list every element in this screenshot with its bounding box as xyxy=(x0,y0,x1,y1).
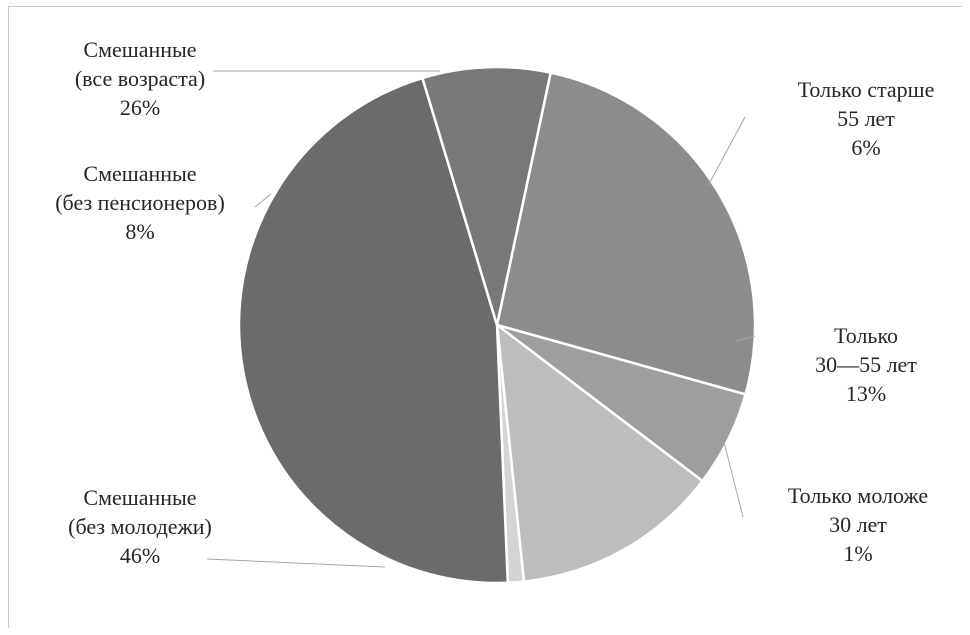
slice-percent-label: 6% xyxy=(851,135,880,160)
slice-percent-label: 13% xyxy=(846,381,886,406)
slice-category-label-line: Смешанные xyxy=(83,485,196,510)
slice-category-label-line: (все возраста) xyxy=(75,66,205,91)
leader-line-5 xyxy=(206,558,386,568)
pie-slice-1 xyxy=(495,71,757,396)
leader-lines-layer xyxy=(206,70,756,568)
slice-category-label-line: Только моложе xyxy=(788,483,928,508)
pie-slice-6 xyxy=(421,65,552,327)
slice-percent-label: 26% xyxy=(120,95,160,120)
leader-line-4 xyxy=(723,441,744,518)
slice-label-6: Смешанные (без пенсионеров) 8% xyxy=(55,161,225,244)
slice-category-label-line: Только xyxy=(834,323,898,348)
leader-line-6 xyxy=(254,193,272,208)
labels-layer: Смешанные (все возраста) 26% Только старше 5… xyxy=(55,37,934,568)
slice-label-4: Только моложе 30 лет 1% xyxy=(788,483,928,566)
slice-category-label-line: Смешанные xyxy=(83,161,196,186)
slice-percent-label: 1% xyxy=(843,541,872,566)
slice-category-label-line: 55 лет xyxy=(837,106,895,131)
slice-percent-label: 8% xyxy=(125,219,154,244)
pie-slice-3 xyxy=(495,323,704,583)
slice-label-5: Смешанные (без молодежи) 46% xyxy=(68,485,212,568)
slice-category-label-line: Только старше xyxy=(798,77,935,102)
slices-layer xyxy=(237,65,757,585)
slice-category-label-line: Смешанные xyxy=(83,37,196,62)
slice-category-label-line: 30—55 лет xyxy=(815,352,917,377)
leader-line-3 xyxy=(734,335,756,342)
slice-category-label-line: 30 лет xyxy=(829,512,887,537)
slice-label-1: Смешанные (все возраста) 26% xyxy=(75,37,205,120)
slice-category-label-line: (без молодежи) xyxy=(68,514,212,539)
chart-frame xyxy=(8,6,962,628)
slice-label-2: Только старше 55 лет 6% xyxy=(798,77,935,160)
slice-category-label-line: (без пенсионеров) xyxy=(55,190,225,215)
slice-label-3: Только 30—55 лет 13% xyxy=(815,323,917,406)
slice-percent-label: 46% xyxy=(120,543,160,568)
pie-slice-5 xyxy=(237,76,510,585)
leader-line-2 xyxy=(707,116,746,187)
